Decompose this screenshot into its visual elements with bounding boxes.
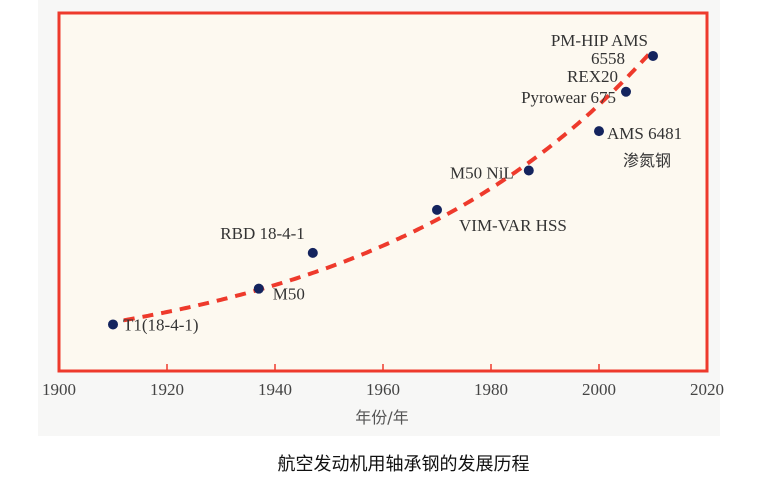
point-label: M50 NiL xyxy=(450,164,514,183)
x-tick-label: 1900 xyxy=(42,380,76,399)
x-tick-label: 1980 xyxy=(474,380,508,399)
x-tick-label: 2020 xyxy=(690,380,724,399)
point-sublabel: 渗氮钢 xyxy=(623,151,671,170)
x-axis-label: 年份/年 xyxy=(355,408,408,427)
data-point xyxy=(594,126,604,137)
x-tick-label: 2000 xyxy=(582,380,616,399)
point-sublabel: REX20 xyxy=(567,67,618,86)
point-label: T1(18-4-1) xyxy=(123,315,199,334)
point-label: VIM-VAR HSS xyxy=(459,216,567,235)
point-label: RBD 18-4-1 xyxy=(220,224,305,243)
data-point xyxy=(621,86,631,97)
x-tick-label: 1920 xyxy=(150,380,184,399)
figure-caption: 航空发动机用轴承钢的发展历程 xyxy=(277,454,530,475)
point-label: M50 xyxy=(273,285,305,304)
point-sublabel: 6558 xyxy=(591,49,625,68)
data-point xyxy=(432,204,442,215)
data-point xyxy=(648,50,658,61)
data-point xyxy=(523,165,534,176)
x-tick-label: 1940 xyxy=(258,380,292,399)
point-label: PM-HIP AMS xyxy=(551,31,648,50)
point-label: Pyrowear 675 xyxy=(521,88,616,107)
x-tick-label: 1960 xyxy=(366,380,400,399)
trend-line xyxy=(123,48,655,323)
chart: 1900 1920 1940 1960 1980 2000 2020 T1(18-4-1) M… xyxy=(42,11,724,427)
data-point xyxy=(307,247,318,258)
data-point xyxy=(253,283,264,294)
data-point xyxy=(108,319,118,330)
point-label: AMS 6481 xyxy=(607,124,682,143)
